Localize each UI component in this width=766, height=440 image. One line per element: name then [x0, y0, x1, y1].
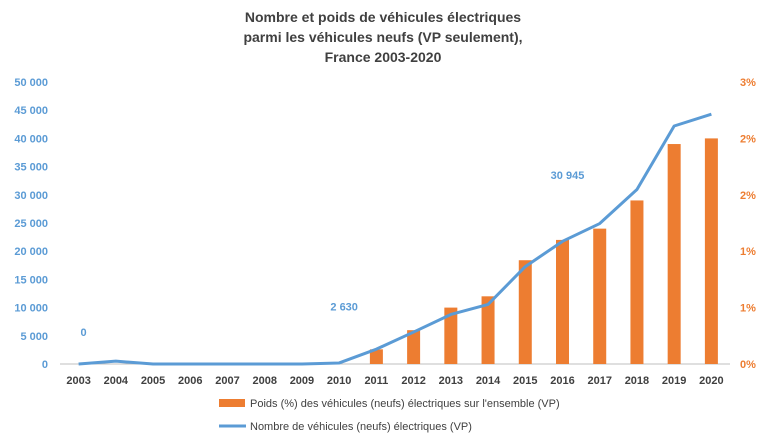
x-tick-label: 2017: [587, 375, 611, 387]
bar: [369, 349, 383, 364]
data-label: 2 630: [330, 301, 358, 313]
y-left-tick-label: 5 000: [20, 331, 48, 343]
x-tick-label: 2015: [513, 375, 537, 387]
bar: [556, 239, 569, 364]
legend-label-bar: Poids (%) des véhicules (neufs) électriq…: [250, 398, 560, 410]
y-left-tick-label: 45 000: [14, 105, 48, 117]
x-tick-label: 2005: [141, 375, 165, 387]
x-tick-label: 2004: [104, 375, 129, 387]
bar: [444, 307, 458, 364]
y-left-tick-label: 10 000: [14, 303, 48, 315]
x-tick-label: 2008: [252, 375, 276, 387]
bar: [481, 296, 495, 364]
y-axis-left: 0 5 000 10 000 15 000 20 000 25 000 30 000 35 0…: [14, 77, 48, 371]
y-left-tick-label: 25 000: [14, 218, 48, 230]
x-tick-label: 2020: [699, 375, 723, 387]
x-tick-label: 2007: [215, 375, 239, 387]
chart-title-line: France 2003-2020: [325, 49, 442, 65]
bar: [704, 138, 718, 364]
x-tick-label: 2006: [178, 375, 202, 387]
line-series: [78, 112, 712, 366]
bar-series: [369, 138, 718, 364]
y-left-tick-label: 20 000: [14, 246, 48, 258]
x-axis: 2003 2004 2005 2006 2007 2008 2009 2010 2011 2012…: [66, 375, 723, 387]
chart-title-line: Nombre et poids de véhicules électriques: [245, 9, 521, 25]
y-left-tick-label: 40 000: [14, 133, 48, 145]
bar: [407, 330, 421, 364]
x-tick-label: 2016: [550, 375, 574, 387]
bar: [593, 228, 607, 364]
x-tick-label: 2011: [364, 375, 388, 387]
data-label: 0: [81, 327, 87, 339]
x-tick-label: 2013: [439, 375, 463, 387]
x-tick-label: 2018: [625, 375, 649, 387]
y-left-tick-label: 50 000: [14, 77, 48, 89]
y-left-tick-label: 15 000: [14, 274, 48, 286]
annotations: 0 2 630 30 945: [81, 170, 585, 339]
legend-swatch-bar: [219, 399, 245, 407]
legend-label-line: Nombre de véhicules (neufs) électriques …: [250, 421, 472, 433]
bar: [518, 260, 532, 364]
x-tick-label: 2012: [401, 375, 425, 387]
y-right-tick-label: 1%: [740, 246, 756, 258]
y-left-tick-label: 35 000: [14, 162, 48, 174]
bar: [667, 144, 681, 364]
legend: Poids (%) des véhicules (neufs) électriq…: [219, 398, 560, 433]
x-tick-label: 2010: [327, 375, 351, 387]
x-tick-label: 2014: [476, 375, 501, 387]
y-right-tick-label: 3%: [740, 77, 756, 89]
x-tick-label: 2003: [66, 375, 90, 387]
y-right-tick-label: 1%: [740, 303, 756, 315]
x-tick-label: 2009: [290, 375, 314, 387]
y-left-tick-label: 0: [42, 359, 48, 371]
y-axis-right: 0% 1% 1% 2% 2% 3%: [740, 77, 756, 371]
data-label: 30 945: [551, 170, 585, 182]
y-right-tick-label: 2%: [740, 190, 756, 202]
chart-title-line: parmi les véhicules neufs (VP seulement)…: [243, 29, 522, 45]
y-right-tick-label: 2%: [740, 133, 756, 145]
chart-title: Nombre et poids de véhicules électriques…: [243, 9, 522, 65]
y-left-tick-label: 30 000: [14, 190, 48, 202]
y-right-tick-label: 0%: [740, 359, 756, 371]
bar: [630, 200, 644, 364]
x-tick-label: 2019: [662, 375, 686, 387]
